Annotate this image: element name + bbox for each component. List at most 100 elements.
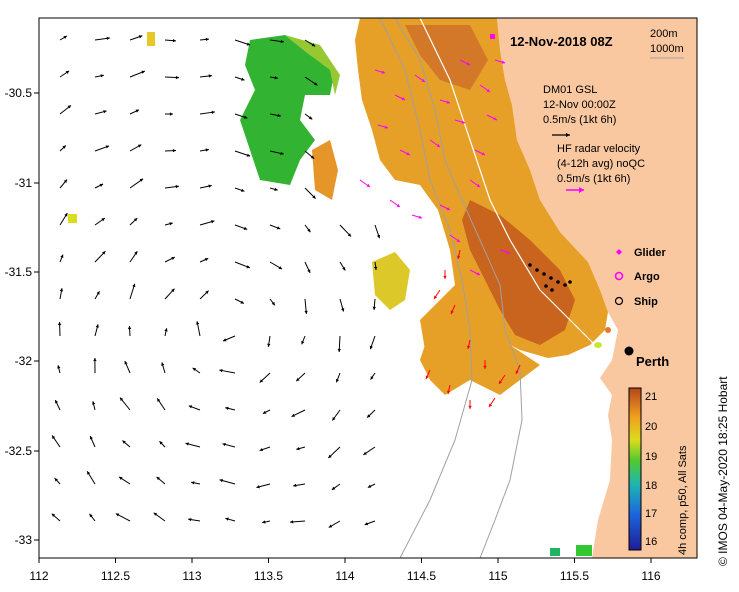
colorbar-label: 4h comp, p50, All Sats <box>677 445 689 555</box>
y-tick-label: -31 <box>15 176 33 190</box>
model-arrow-head <box>135 109 140 113</box>
model-arrow-head <box>290 520 294 524</box>
depth-label-200m: 200m <box>650 28 678 40</box>
model-arrow-head <box>307 269 311 273</box>
obs-arrow-head <box>434 295 438 299</box>
model-arrow-head <box>99 183 104 187</box>
obs-arrow-head <box>499 380 503 384</box>
model-arrow-head <box>219 478 223 483</box>
model-arrow-head <box>211 220 215 224</box>
model-arrow-head <box>304 310 308 314</box>
model-arrow-head <box>374 266 378 270</box>
radar-arrow-head <box>481 152 485 156</box>
model-arrow-head <box>246 153 251 157</box>
radar-arrow-head <box>456 238 460 242</box>
model-arrow-head <box>106 36 110 41</box>
model-arrow-head <box>65 70 70 74</box>
model-arrow-head <box>156 476 161 481</box>
x-tick-label: 112 <box>29 569 48 583</box>
model-arrow-head <box>278 266 283 270</box>
colorbar <box>628 387 642 551</box>
model-arrow-head <box>139 178 144 182</box>
model-arrow-head <box>370 376 374 380</box>
radar-arrow-head <box>396 203 400 207</box>
model-arrow-head <box>175 75 179 80</box>
x-tick-label: 112.5 <box>101 569 130 583</box>
model-arrow-head <box>133 218 138 222</box>
radar-arrow-head <box>493 117 497 121</box>
model-arrow-head <box>87 471 91 475</box>
radar-name: HF radar velocity <box>557 143 641 155</box>
obs-arrow-head <box>489 403 493 407</box>
model-arrow-head <box>256 485 260 489</box>
model-arrow-head <box>372 306 376 310</box>
radar-arrow-head <box>436 143 440 147</box>
model-arrow-head <box>105 145 110 149</box>
model-arrow-head <box>280 39 284 44</box>
model-arrow-head <box>55 400 59 404</box>
model-arrow-head <box>57 322 62 326</box>
model-arrow-head <box>310 155 315 159</box>
model-arrow-head <box>164 328 168 332</box>
model-arrow-head <box>60 254 64 259</box>
model-arrow-head <box>246 42 251 46</box>
model-arrow-head <box>328 524 333 528</box>
model-arrow-head <box>191 481 195 485</box>
model-arrow-head <box>122 440 126 444</box>
model-arrow-head <box>205 290 209 294</box>
radar-arrow-head <box>446 100 450 104</box>
ship-legend-icon <box>614 296 624 306</box>
model-arrow-head <box>100 74 104 78</box>
model-arrow-head <box>101 218 105 222</box>
glider-marker <box>605 327 611 333</box>
y-tick-label: -33 <box>15 533 33 547</box>
model-arrow-head <box>219 368 223 373</box>
model-arrow-head <box>271 301 275 306</box>
model-scale-arrowhead <box>566 133 570 137</box>
model-arrow-head <box>175 184 179 189</box>
radar-arrow-head <box>501 60 505 64</box>
perth-marker-icon <box>624 346 634 356</box>
model-arrow-head <box>89 436 93 440</box>
obs-arrow-head <box>443 275 447 279</box>
model-arrow-head <box>313 82 318 86</box>
radar-arrow-head <box>384 125 388 129</box>
model-arrow-head <box>259 447 264 452</box>
model-arrow-head <box>274 187 278 191</box>
model-arrow-head <box>341 308 345 312</box>
model-arrow-head <box>171 288 175 293</box>
model-arrow-head <box>240 300 244 304</box>
radar-arrow-head <box>381 70 385 74</box>
radar-arrow-head <box>446 207 450 211</box>
model-arrow-head <box>246 265 250 269</box>
observation-arrows <box>425 249 521 409</box>
sst-pixel <box>576 545 592 556</box>
model-arrow-head <box>241 77 245 81</box>
model-arrow-head <box>222 338 227 342</box>
contour-200m <box>394 18 523 558</box>
model-arrow-head <box>328 454 332 458</box>
argo-legend-label: Argo <box>634 271 660 283</box>
x-tick-label: 114 <box>335 569 354 583</box>
model-arrow-head <box>296 446 300 451</box>
land-area <box>497 18 697 558</box>
coast-outline <box>419 18 601 351</box>
model-arrow-head <box>296 377 300 382</box>
sst-pixel <box>68 214 77 223</box>
sst-hot-core <box>462 200 575 345</box>
model-arrow-head <box>127 326 132 330</box>
y-tick-label: -31.5 <box>5 265 33 279</box>
colorbar-tick: 20 <box>645 421 657 433</box>
model-arrow-head <box>308 116 313 120</box>
x-tick-label: 113 <box>182 569 201 583</box>
sst-orange-patch <box>312 140 338 200</box>
model-arrow-head <box>347 233 352 237</box>
model-arrow-head <box>332 417 336 421</box>
sst-pixel <box>147 32 155 46</box>
model-arrow-head <box>240 188 245 192</box>
obs-arrow-head <box>447 390 451 394</box>
model-arrow-head <box>59 288 64 292</box>
radar-arrow-head <box>466 62 470 66</box>
model-arrow-head <box>62 145 66 149</box>
